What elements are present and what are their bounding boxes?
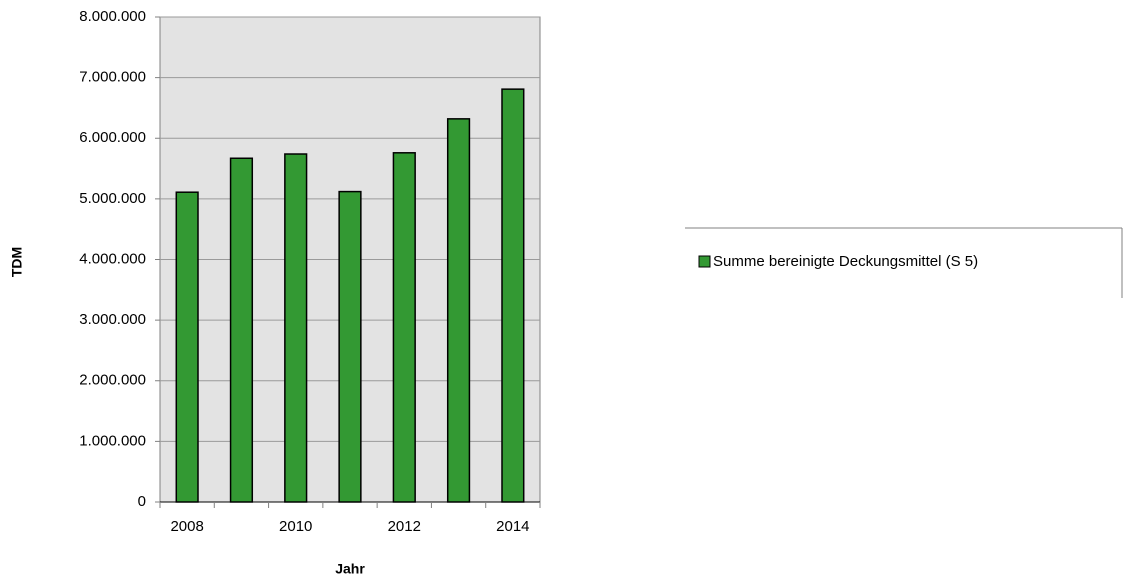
- x-tick-label: 2008: [170, 518, 203, 535]
- y-tick-label: 6.000.000: [79, 129, 146, 146]
- y-tick-label: 3.000.000: [79, 311, 146, 328]
- bar: [284, 153, 308, 503]
- bar: [338, 190, 362, 503]
- bar: [446, 118, 471, 503]
- x-tick-label: 2012: [388, 518, 421, 535]
- y-tick-label: 4.000.000: [79, 250, 146, 267]
- y-axis-title: TDM: [9, 247, 25, 277]
- y-tick-label: 7.000.000: [79, 69, 146, 86]
- bar: [175, 191, 199, 503]
- bar: [229, 157, 254, 503]
- y-tick-label: 2.000.000: [79, 372, 146, 389]
- y-tick-label: 8.000.000: [79, 8, 146, 25]
- x-tick-label: 2010: [279, 518, 312, 535]
- y-tick-label: 0: [138, 493, 146, 510]
- x-axis-title: Jahr: [335, 561, 365, 577]
- y-tick-label: 1.000.000: [79, 432, 146, 449]
- x-tick-label: 2014: [496, 518, 529, 535]
- legend-swatch: [698, 255, 711, 268]
- y-tick-label: 5.000.000: [79, 190, 146, 207]
- bar: [392, 152, 416, 503]
- legend-label: Summe bereinigte Deckungsmittel (S 5): [713, 253, 978, 270]
- bar: [501, 88, 525, 503]
